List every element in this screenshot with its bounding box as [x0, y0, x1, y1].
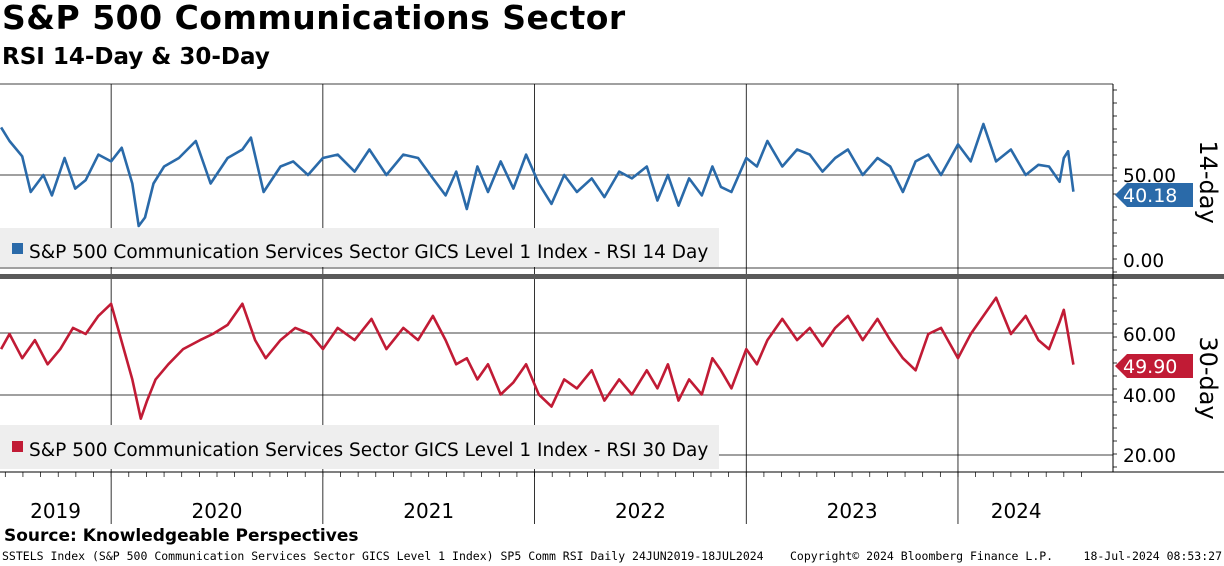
x-year-label: 2022	[615, 499, 666, 523]
legend-swatch-30	[12, 441, 23, 452]
panel-separator	[0, 274, 1224, 279]
legend-label-14: S&P 500 Communication Services Sector GI…	[29, 242, 708, 263]
y-tick-label: 50.00	[1123, 166, 1176, 187]
x-year-label: 2020	[192, 499, 243, 523]
rsi30-line	[0, 296, 1075, 420]
legend-box-30	[0, 425, 719, 469]
source-note: Source: Knowledgeable Perspectives	[4, 526, 359, 546]
x-year-label: 2024	[991, 499, 1042, 523]
chart-subtitle: RSI 14-Day & 30-Day	[2, 44, 270, 70]
x-year-label: 2019	[30, 499, 81, 523]
side-label-30: 30-day	[1194, 336, 1222, 419]
y-tick-label: 20.00	[1123, 446, 1176, 467]
footer-copyright: Copyright© 2024 Bloomberg Finance L.P.	[790, 549, 1054, 563]
rsi14-last-flag	[1115, 183, 1193, 207]
rsi14-line	[0, 122, 1075, 228]
rsi14-last-value: 40.18	[1123, 185, 1177, 207]
rsi30-last-value: 49.90	[1123, 356, 1177, 378]
legend-label-30: S&P 500 Communication Services Sector GI…	[29, 440, 708, 461]
footer-timestamp: 18-Jul-2024 08:53:27	[1083, 549, 1222, 563]
x-year-label: 2023	[827, 499, 878, 523]
footer-index-info: SSTELS Index (S&P 500 Communication Serv…	[2, 549, 764, 563]
y-tick-label: 0.00	[1123, 251, 1164, 272]
legend-box-14	[0, 228, 719, 267]
x-year-label: 2021	[403, 499, 454, 523]
y-tick-label: 40.00	[1123, 386, 1176, 407]
y-tick-label: 60.00	[1123, 325, 1176, 346]
side-label-14: 14-day	[1194, 140, 1222, 223]
chart-title: S&P 500 Communications Sector	[2, 0, 626, 37]
legend-swatch-14	[12, 243, 23, 254]
rsi30-last-flag	[1115, 354, 1193, 378]
